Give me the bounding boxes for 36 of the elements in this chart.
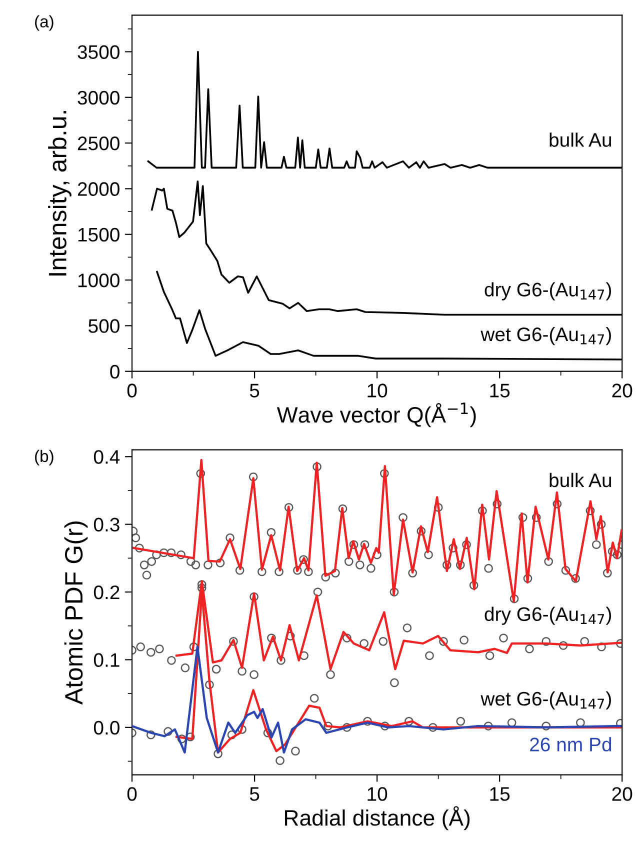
- x-tick-label: 5: [250, 384, 260, 398]
- series-label: dry G6-(Au$_{147}$): [484, 282, 612, 300]
- y-axis-title: Intensity, arb.u.: [48, 111, 72, 276]
- y-tick-label: 0.2: [94, 585, 120, 600]
- series-label: 26 nm Pd: [530, 737, 612, 752]
- x-tick-label: 0: [127, 384, 137, 398]
- series-label: wet G6-(Au$_{147}$): [480, 691, 611, 710]
- x-axis-title: Wave vector Q(Å$^{−1}$): [276, 402, 476, 428]
- y-axis-title: Atomic PDF G(r): [64, 522, 88, 705]
- series-label: wet G6-(Au$_{147}$): [480, 326, 611, 346]
- x-tick-label: 15: [490, 384, 510, 398]
- x-tick-label: 20: [612, 384, 632, 398]
- x-tick-label: 5: [250, 787, 260, 801]
- y-tick-label: 0.4: [94, 450, 120, 464]
- x-tick-label: 15: [490, 787, 510, 801]
- text: (a): [35, 15, 54, 31]
- y-tick-label: 0.0: [94, 720, 120, 735]
- series-label: bulk Au: [550, 472, 612, 488]
- x-axis-title: Radial distance (Å): [285, 806, 470, 830]
- y-tick-label: 0.3: [94, 518, 120, 532]
- series-label: dry G6-(Au$_{147}$): [484, 606, 612, 625]
- y-tick-label: 1000: [78, 274, 120, 288]
- y-tick-label: 0: [110, 364, 120, 379]
- x-tick-label: 10: [368, 384, 388, 398]
- x-tick-label: 0: [127, 787, 137, 801]
- y-tick-label: 0.1: [94, 653, 120, 667]
- y-tick-label: 500: [88, 319, 120, 333]
- y-tick-label: 1500: [78, 228, 120, 242]
- y-tick-label: 2500: [78, 136, 120, 150]
- y-tick-label: 3000: [78, 90, 120, 105]
- text: (b): [35, 450, 54, 466]
- x-tick-label: 10: [368, 787, 388, 801]
- series-label: bulk Au: [550, 132, 612, 147]
- y-tick-label: 2000: [78, 182, 120, 196]
- y-tick-label: 3500: [78, 45, 120, 59]
- x-tick-label: 20: [612, 787, 632, 801]
